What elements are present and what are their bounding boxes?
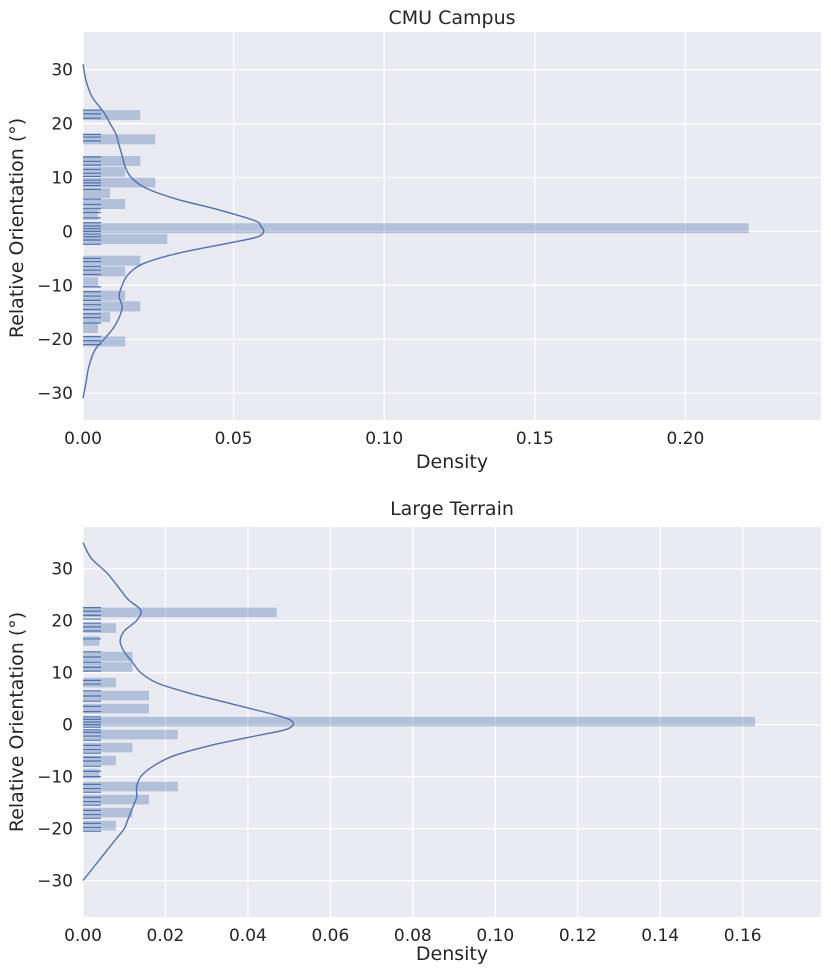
cmu-campus-y-tick-label: −30: [37, 384, 73, 404]
cmu-campus-bar: [83, 223, 749, 233]
large-terrain-y-tick-label: −10: [37, 768, 73, 788]
cmu-campus-x-axis-label: Density: [416, 451, 488, 473]
large-terrain-x-axis-label: Density: [416, 943, 488, 965]
large-terrain-x-tick-label: 0.00: [64, 926, 102, 946]
large-terrain-y-axis-label: Relative Orientation (°): [6, 612, 28, 832]
large-terrain-bar: [83, 608, 277, 618]
cmu-campus-y-tick-label: −20: [37, 330, 73, 350]
large-terrain-y-tick-label: −30: [37, 872, 73, 892]
cmu-campus-y-tick-label: 10: [51, 169, 73, 189]
large-terrain-panel: 0.00 0.02 0.04 0.06 0.08 0.10 0.12 0.14 0.16 302…: [6, 498, 821, 965]
large-terrain-bar: [83, 782, 178, 792]
cmu-campus-bar: [83, 323, 98, 333]
large-terrain-x-tick-label: 0.16: [724, 926, 762, 946]
cmu-campus-x-tick-label: 0.15: [516, 429, 554, 449]
large-terrain-bar: [83, 636, 99, 646]
cmu-campus-y-tick-label: −10: [37, 276, 73, 296]
cmu-campus-bar: [83, 234, 167, 244]
cmu-campus-title: CMU Campus: [388, 7, 515, 29]
cmu-campus-x-tick-label: 0.00: [64, 429, 102, 449]
large-terrain-bar: [83, 795, 149, 805]
large-terrain-y-tick-labels: 30 20 10 0 −10 −20 −30: [37, 560, 73, 892]
large-terrain-bar: [83, 743, 132, 753]
cmu-campus-bar: [83, 167, 125, 177]
large-terrain-x-tick-label: 0.12: [559, 926, 597, 946]
large-terrain-bar: [83, 678, 116, 688]
large-terrain-y-tick-label: −20: [37, 820, 73, 840]
large-terrain-x-tick-labels: 0.00 0.02 0.04 0.06 0.08 0.10 0.12 0.14 0.16: [64, 926, 762, 946]
large-terrain-y-tick-label: 10: [51, 664, 73, 684]
large-terrain-x-tick-label: 0.06: [311, 926, 349, 946]
cmu-campus-y-tick-label: 0: [62, 222, 73, 242]
cmu-campus-y-tick-labels: 30 20 10 0 −10 −20 −30: [37, 61, 73, 404]
cmu-campus-x-tick-label: 0.10: [365, 429, 403, 449]
cmu-campus-x-tick-label: 0.20: [667, 429, 705, 449]
large-terrain-x-tick-label: 0.14: [641, 926, 679, 946]
cmu-campus-x-tick-labels: 0.00 0.05 0.10 0.15 0.20: [64, 429, 704, 449]
large-terrain-y-tick-label: 20: [51, 612, 73, 632]
large-terrain-x-tick-label: 0.02: [147, 926, 185, 946]
large-terrain-bar: [83, 821, 116, 831]
cmu-campus-y-tick-label: 20: [51, 115, 73, 135]
large-terrain-bar: [83, 717, 755, 727]
cmu-campus-y-axis-label: Relative Orientation (°): [6, 118, 28, 338]
cmu-campus-bar: [83, 256, 140, 266]
large-terrain-bar: [83, 808, 132, 818]
cmu-campus-panel: 0.00 0.05 0.10 0.15 0.20 30 20 10 0 −10 −20 −30 CM…: [6, 7, 821, 473]
cmu-campus-x-tick-label: 0.05: [215, 429, 253, 449]
large-terrain-bar: [83, 730, 178, 740]
figure: 0.00 0.05 0.10 0.15 0.20 30 20 10 0 −10 −20 −30 CM…: [0, 0, 831, 974]
cmu-campus-bar: [83, 277, 98, 287]
large-terrain-x-tick-label: 0.04: [229, 926, 267, 946]
large-terrain-y-tick-label: 0: [62, 716, 73, 736]
large-terrain-y-tick-label: 30: [51, 560, 73, 580]
cmu-campus-y-tick-label: 30: [51, 61, 73, 81]
large-terrain-title: Large Terrain: [390, 498, 514, 520]
